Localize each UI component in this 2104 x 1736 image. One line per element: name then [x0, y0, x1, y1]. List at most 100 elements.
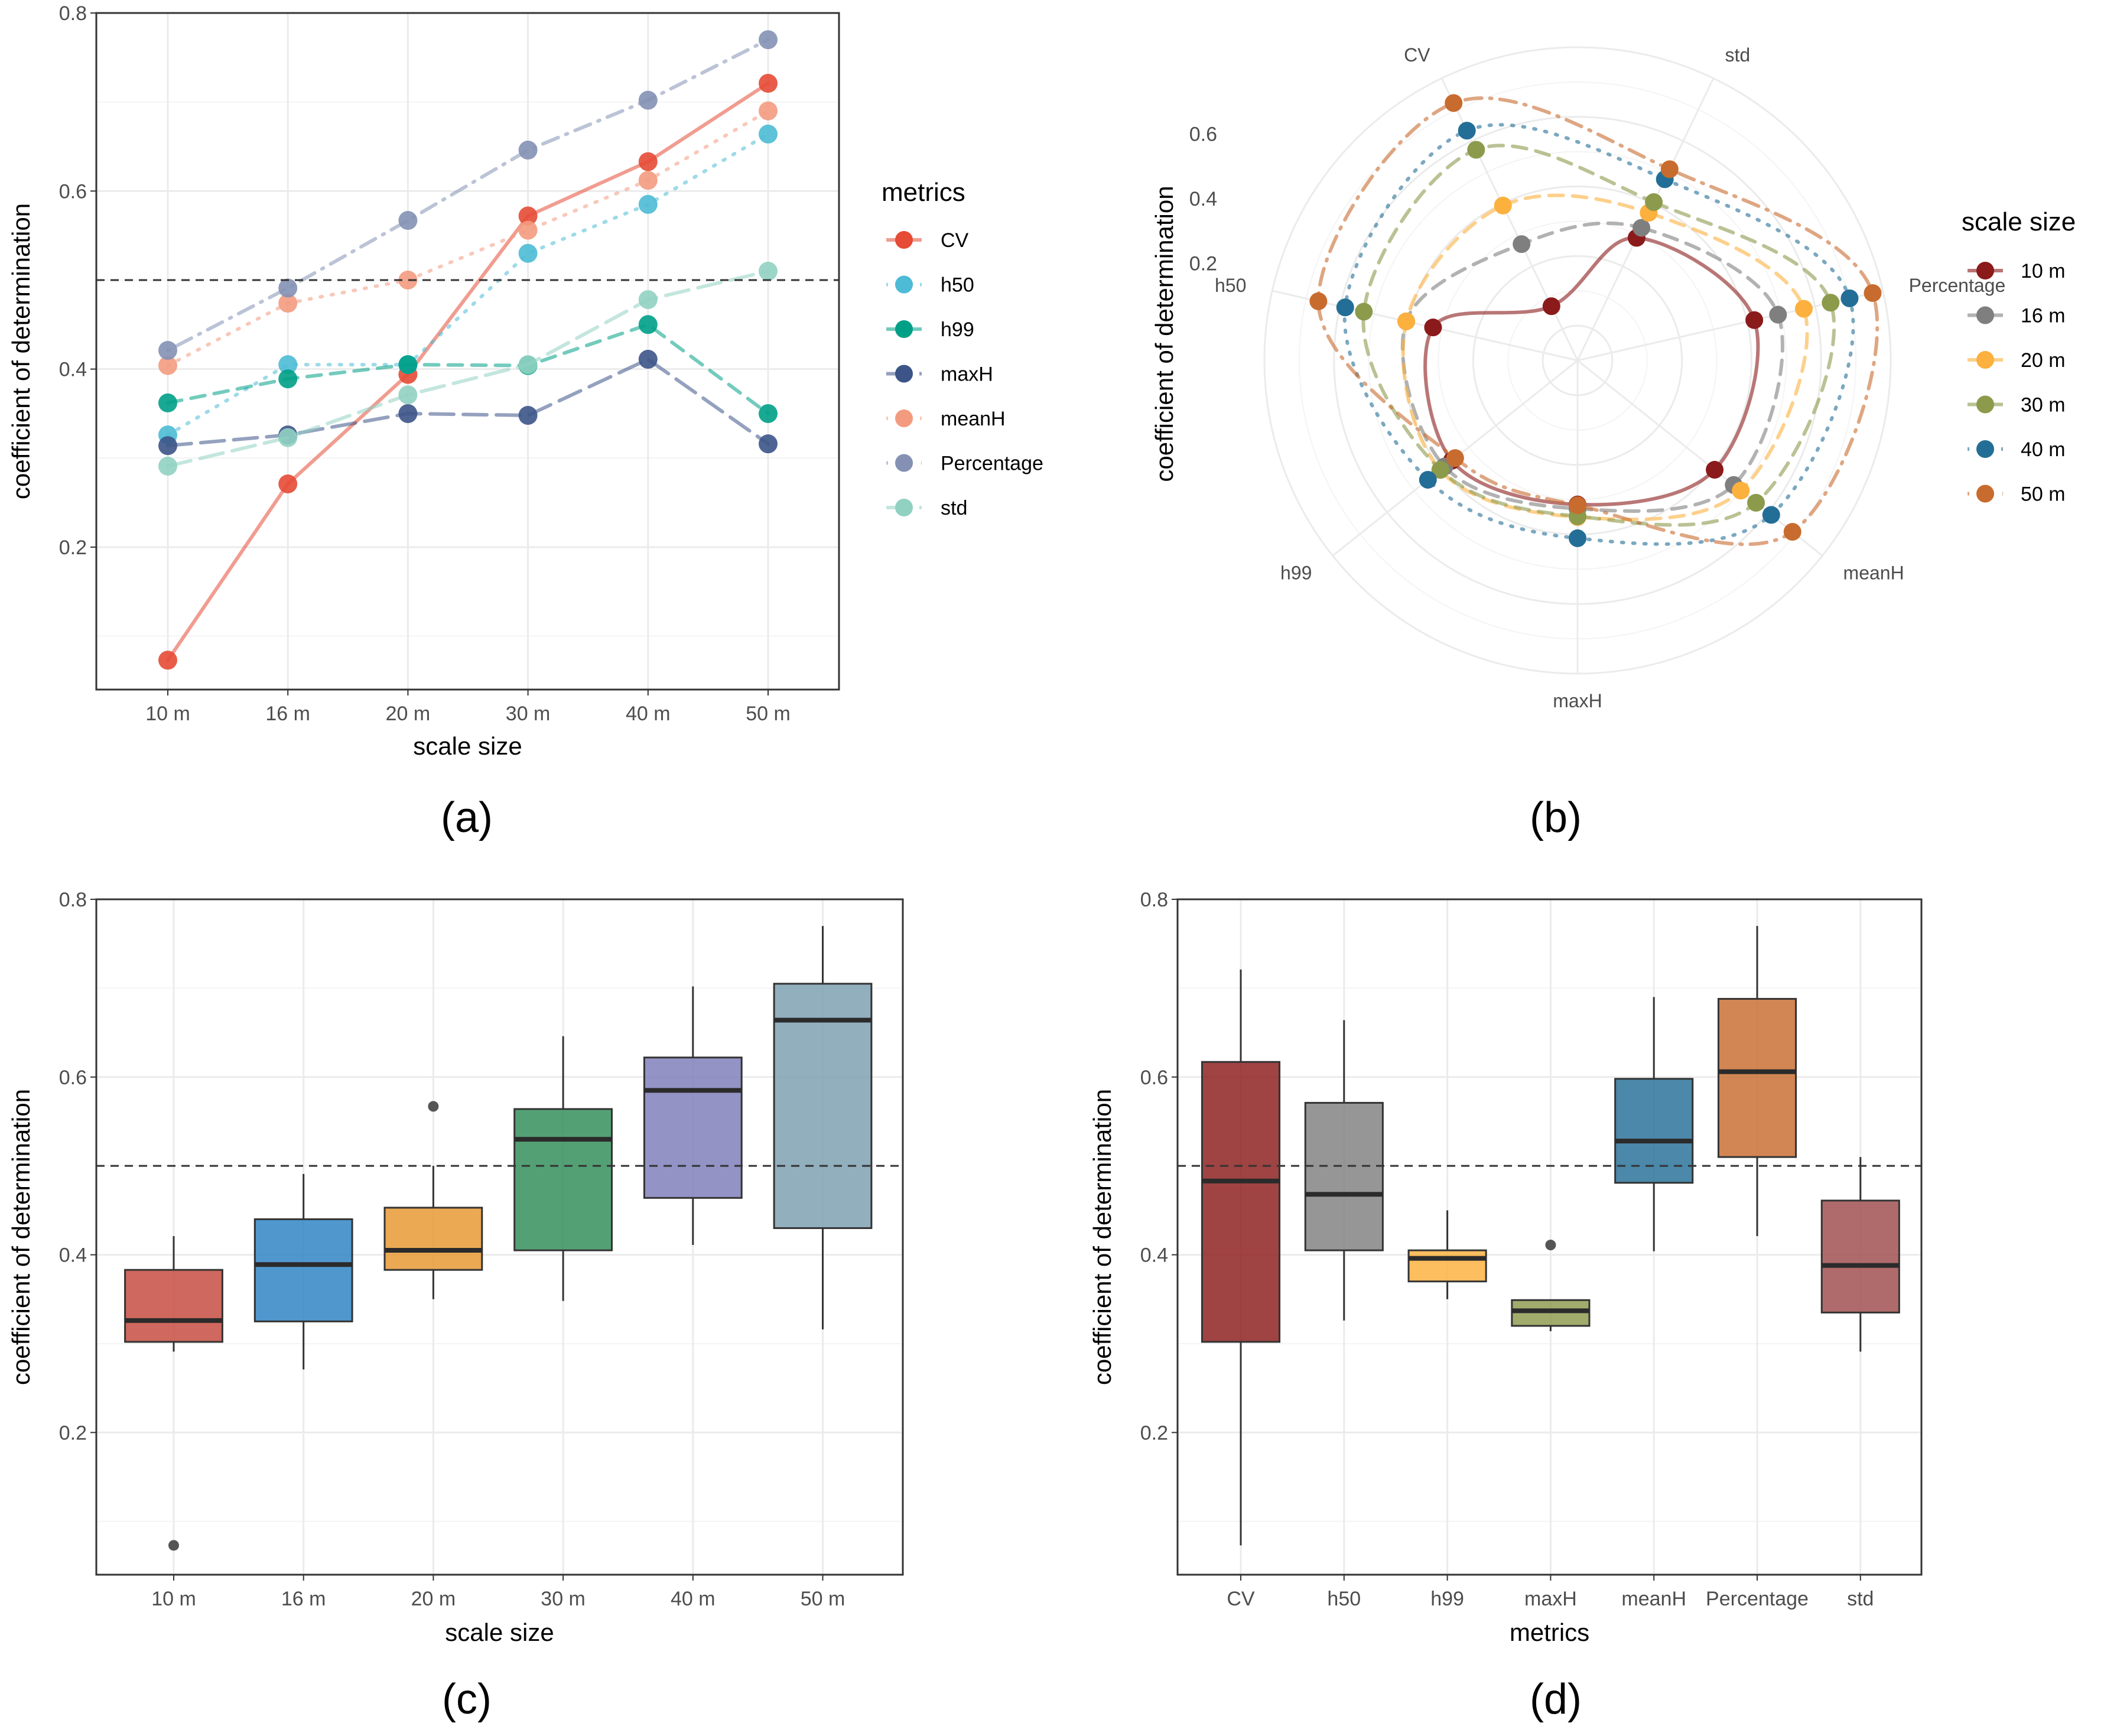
- legend-key-point: [1976, 306, 1994, 324]
- polar-point-40m: [1569, 529, 1586, 547]
- x-tick-label: 16 m: [265, 703, 310, 725]
- data-point-CV: [759, 74, 778, 93]
- y-tick-label: 0.4: [59, 1244, 87, 1267]
- legend-label: 30 m: [2021, 394, 2066, 417]
- x-tick-label: h50: [1327, 1588, 1361, 1610]
- polar-point-20m: [1494, 196, 1512, 214]
- panel-label: (d): [1530, 1676, 1582, 1723]
- legend-label: maxH: [941, 363, 993, 386]
- x-tick-label: 10 m: [151, 1588, 196, 1610]
- polar-point-30m: [1822, 294, 1840, 312]
- legend-key-point: [1976, 262, 1994, 279]
- polar-point-50m: [1864, 284, 1882, 302]
- x-tick-label: std: [1847, 1588, 1874, 1610]
- polar-point-30m: [1645, 193, 1663, 212]
- data-point-std: [638, 290, 658, 310]
- legend-label: CV: [941, 229, 969, 252]
- x-tick-label: meanH: [1621, 1588, 1686, 1610]
- x-axis-title: scale size: [445, 1618, 554, 1646]
- legend-key-point: [1976, 440, 1994, 458]
- box-outlier: [428, 1101, 439, 1112]
- box-50m: [773, 983, 873, 1229]
- data-point-CV: [278, 474, 298, 493]
- panel-label: (c): [442, 1676, 492, 1723]
- data-point-Percentage: [278, 278, 298, 298]
- legend-label: 40 m: [2021, 438, 2066, 461]
- legend-key-point: [895, 409, 913, 427]
- data-point-h50: [759, 124, 778, 144]
- box-meanH: [1614, 1078, 1694, 1184]
- series-line-Percentage: [166, 38, 770, 352]
- polar-point-16m: [1633, 219, 1651, 237]
- polar-point-40m: [1762, 506, 1780, 524]
- data-point-meanH: [398, 270, 418, 290]
- data-point-CV: [518, 206, 538, 226]
- box-h50: [1304, 1101, 1384, 1251]
- legend-label: Percentage: [941, 453, 1043, 475]
- box-30m: [513, 1108, 613, 1251]
- polar-point-10m: [1424, 318, 1442, 337]
- polar-point-40m: [1840, 289, 1859, 307]
- data-point-h99: [278, 369, 298, 389]
- polar-spoke: [1440, 77, 1579, 361]
- polar-category-label: std: [1725, 44, 1750, 66]
- x-tick-label: Percentage: [1706, 1588, 1809, 1610]
- legend-key-point: [895, 454, 913, 472]
- series-line-std: [166, 269, 770, 468]
- y-tick-label: 0.8: [59, 889, 87, 911]
- polar-category-label: CV: [1404, 44, 1430, 66]
- data-point-meanH: [759, 101, 778, 121]
- data-point-meanH: [278, 294, 298, 313]
- data-point-h99: [759, 404, 778, 423]
- x-tick-label: 20 m: [386, 703, 431, 725]
- legend-key-point: [895, 275, 913, 294]
- panel-label-a: (a): [441, 794, 493, 841]
- series-line-CV: [166, 82, 770, 662]
- polar-point-40m: [1419, 470, 1437, 489]
- polar-category-label: maxH: [1553, 690, 1602, 711]
- polar-point-50m: [1660, 160, 1679, 178]
- polar-category-label: h50: [1215, 275, 1246, 296]
- polar-point-50m: [1446, 449, 1464, 467]
- y-tick-label: 0.6: [59, 1067, 87, 1089]
- y-tick-label: 0.4: [59, 359, 87, 381]
- series-line-h99: [166, 322, 770, 415]
- data-point-maxH: [158, 436, 177, 456]
- polar-point-20m: [1732, 482, 1750, 500]
- legend-label: 10 m: [2021, 260, 2066, 282]
- data-point-Percentage: [158, 340, 177, 360]
- data-point-Percentage: [518, 141, 538, 160]
- data-point-meanH: [158, 356, 177, 375]
- x-tick-label: 16 m: [281, 1588, 326, 1610]
- legend-label: h99: [941, 318, 974, 341]
- data-point-h99: [158, 393, 177, 412]
- data-point-Percentage: [638, 90, 658, 110]
- y-tick-label: 0.2: [59, 1422, 87, 1444]
- y-tick-label: 0.8: [59, 2, 87, 25]
- box-Percentage: [1717, 997, 1797, 1158]
- polar-point-20m: [1794, 300, 1813, 318]
- y-axis-title: coefficient of determination: [1150, 186, 1178, 482]
- polar-point-30m: [1747, 493, 1765, 512]
- polar-point-30m: [1355, 303, 1373, 321]
- data-point-h50: [278, 355, 298, 375]
- panel-c: 0.2 0.4 0.6 0.8 coefficient of determination…: [7, 889, 904, 1723]
- x-tick-label: 20 m: [411, 1588, 456, 1610]
- r-tick-label: 0.2: [1189, 253, 1217, 275]
- legend-label: meanH: [941, 408, 1006, 430]
- panel-d: 0.2 0.4 0.6 0.8 coefficient of determination…: [1088, 889, 1923, 1723]
- data-point-maxH: [518, 405, 538, 425]
- data-point-maxH: [638, 350, 658, 369]
- polar-point-16m: [1513, 235, 1531, 253]
- box-CV: [1201, 1061, 1281, 1343]
- legend-key-point: [895, 231, 913, 249]
- data-point-h99: [398, 355, 418, 375]
- legend-label: 16 m: [2021, 305, 2066, 327]
- polar-point-40m: [1458, 122, 1476, 140]
- x-tick-label: 30 m: [541, 1588, 586, 1610]
- polar-series-line-30m: [1361, 144, 1836, 527]
- x-tick-label: CV: [1227, 1588, 1255, 1610]
- data-point-maxH: [759, 434, 778, 454]
- data-point-meanH: [518, 220, 538, 240]
- y-tick-label: 0.2: [1140, 1422, 1168, 1444]
